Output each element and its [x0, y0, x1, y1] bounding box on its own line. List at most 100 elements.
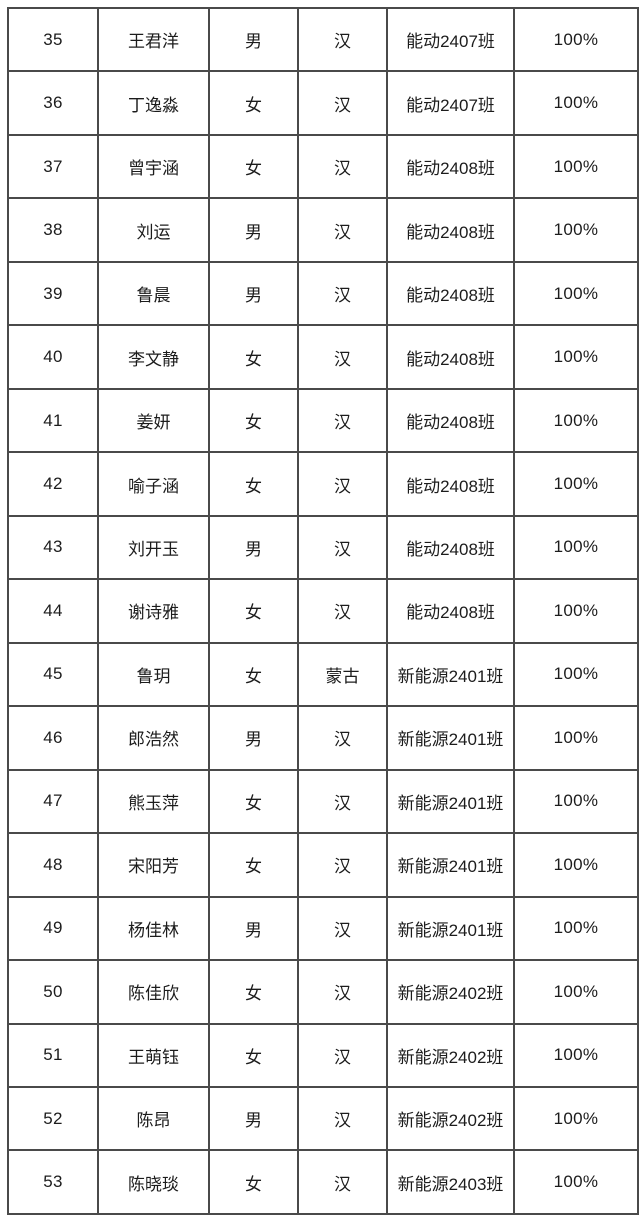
ethnicity-cell: 汉	[297, 6, 388, 73]
class-name-cell: 能动2408班	[386, 197, 515, 263]
ethnicity-cell: 汉	[297, 70, 388, 136]
table-row: 37 曾宇涵女汉能动2408班 100%	[7, 133, 639, 200]
table-row: 48 宋阳芳女汉新能源2401班 100%	[7, 832, 639, 898]
row-number-cell: 44	[7, 578, 99, 644]
row-number-cell: 47	[7, 768, 99, 835]
ethnicity-cell: 蒙古	[297, 641, 388, 708]
gender-cell: 男	[208, 895, 299, 962]
student-name-cell: 鲁玥	[97, 641, 210, 708]
gender-cell: 男	[208, 514, 299, 581]
gender-cell: 女	[208, 959, 299, 1025]
student-name-cell: 姜妍	[97, 387, 210, 454]
gender-cell: 女	[208, 1022, 299, 1088]
table-row: 38 刘运男汉能动2408班 100%	[7, 197, 639, 263]
row-number-cell: 50	[7, 959, 99, 1025]
gender-cell: 女	[208, 578, 299, 644]
student-name-cell: 丁逸淼	[97, 70, 210, 136]
ethnicity-cell: 汉	[297, 514, 388, 581]
class-name-cell: 能动2408班	[386, 451, 515, 517]
table-row: 35 王君洋男汉能动2407班 100%	[7, 6, 639, 73]
ethnicity-cell: 汉	[297, 959, 388, 1025]
student-name-cell: 陈佳欣	[97, 959, 210, 1025]
gender-cell: 男	[208, 6, 299, 73]
ethnicity-cell: 汉	[297, 324, 388, 390]
student-name-cell: 陈昂	[97, 1085, 210, 1152]
attendance-rate-cell: 100%	[513, 1022, 639, 1088]
row-number-cell: 53	[7, 1149, 99, 1215]
gender-cell: 女	[208, 324, 299, 390]
table-row: 53 陈晓琰女汉新能源2403班 100%	[7, 1149, 639, 1215]
row-number-cell: 43	[7, 514, 99, 581]
student-name-cell: 曾宇涵	[97, 133, 210, 200]
table-row: 36 丁逸淼女汉能动2407班 100%	[7, 70, 639, 136]
row-number-cell: 46	[7, 705, 99, 771]
table-row: 44 谢诗雅女汉能动2408班 100%	[7, 578, 639, 644]
class-name-cell: 能动2408班	[386, 387, 515, 454]
ethnicity-cell: 汉	[297, 1022, 388, 1088]
gender-cell: 女	[208, 1149, 299, 1215]
row-number-cell: 42	[7, 451, 99, 517]
class-name-cell: 新能源2402班	[386, 1022, 515, 1088]
gender-cell: 女	[208, 70, 299, 136]
attendance-rate-cell: 100%	[513, 324, 639, 390]
attendance-rate-cell: 100%	[513, 70, 639, 136]
table-row: 52 陈昂男汉新能源2402班 100%	[7, 1085, 639, 1152]
class-name-cell: 能动2407班	[386, 6, 515, 73]
table-row: 50 陈佳欣女汉新能源2402班 100%	[7, 959, 639, 1025]
attendance-rate-cell: 100%	[513, 6, 639, 73]
table-row: 46 郎浩然男汉新能源2401班 100%	[7, 705, 639, 771]
student-name-cell: 宋阳芳	[97, 832, 210, 898]
table-row: 45 鲁玥女蒙古 新能源2401班 100%	[7, 641, 639, 708]
table-row: 47 熊玉萍女汉新能源2401班 100%	[7, 768, 639, 835]
student-name-cell: 熊玉萍	[97, 768, 210, 835]
attendance-rate-cell: 100%	[513, 451, 639, 517]
row-number-cell: 49	[7, 895, 99, 962]
student-name-cell: 刘开玉	[97, 514, 210, 581]
ethnicity-cell: 汉	[297, 895, 388, 962]
gender-cell: 女	[208, 768, 299, 835]
gender-cell: 男	[208, 1085, 299, 1152]
table-row: 51 王萌钰女汉新能源2402班 100%	[7, 1022, 639, 1088]
ethnicity-cell: 汉	[297, 197, 388, 263]
table-row: 41 姜妍女汉能动2408班 100%	[7, 387, 639, 454]
attendance-rate-cell: 100%	[513, 578, 639, 644]
student-name-cell: 郎浩然	[97, 705, 210, 771]
row-number-cell: 36	[7, 70, 99, 136]
class-name-cell: 能动2408班	[386, 260, 515, 327]
student-name-cell: 刘运	[97, 197, 210, 263]
attendance-rate-cell: 100%	[513, 832, 639, 898]
row-number-cell: 35	[7, 6, 99, 73]
row-number-cell: 41	[7, 387, 99, 454]
row-number-cell: 37	[7, 133, 99, 200]
class-name-cell: 能动2408班	[386, 514, 515, 581]
class-name-cell: 新能源2401班	[386, 895, 515, 962]
attendance-rate-cell: 100%	[513, 768, 639, 835]
ethnicity-cell: 汉	[297, 133, 388, 200]
row-number-cell: 52	[7, 1085, 99, 1152]
table-row: 42 喻子涵女汉能动2408班 100%	[7, 451, 639, 517]
student-roster-table: 35 王君洋男汉能动2407班 100% 36 丁逸淼女汉能动2407班 100% 37 曾宇…	[7, 6, 639, 1215]
table-row: 40 李文静女汉能动2408班 100%	[7, 324, 639, 390]
attendance-rate-cell: 100%	[513, 387, 639, 454]
ethnicity-cell: 汉	[297, 387, 388, 454]
attendance-rate-cell: 100%	[513, 260, 639, 327]
attendance-rate-cell: 100%	[513, 1149, 639, 1215]
attendance-rate-cell: 100%	[513, 197, 639, 263]
row-number-cell: 45	[7, 641, 99, 708]
class-name-cell: 能动2407班	[386, 70, 515, 136]
ethnicity-cell: 汉	[297, 578, 388, 644]
class-name-cell: 能动2408班	[386, 324, 515, 390]
student-name-cell: 杨佳林	[97, 895, 210, 962]
table-row: 49 杨佳林男汉新能源2401班 100%	[7, 895, 639, 962]
ethnicity-cell: 汉	[297, 260, 388, 327]
gender-cell: 男	[208, 705, 299, 771]
gender-cell: 男	[208, 260, 299, 327]
attendance-rate-cell: 100%	[513, 133, 639, 200]
student-name-cell: 谢诗雅	[97, 578, 210, 644]
gender-cell: 女	[208, 832, 299, 898]
attendance-rate-cell: 100%	[513, 895, 639, 962]
class-name-cell: 能动2408班	[386, 133, 515, 200]
student-name-cell: 王萌钰	[97, 1022, 210, 1088]
attendance-rate-cell: 100%	[513, 514, 639, 581]
